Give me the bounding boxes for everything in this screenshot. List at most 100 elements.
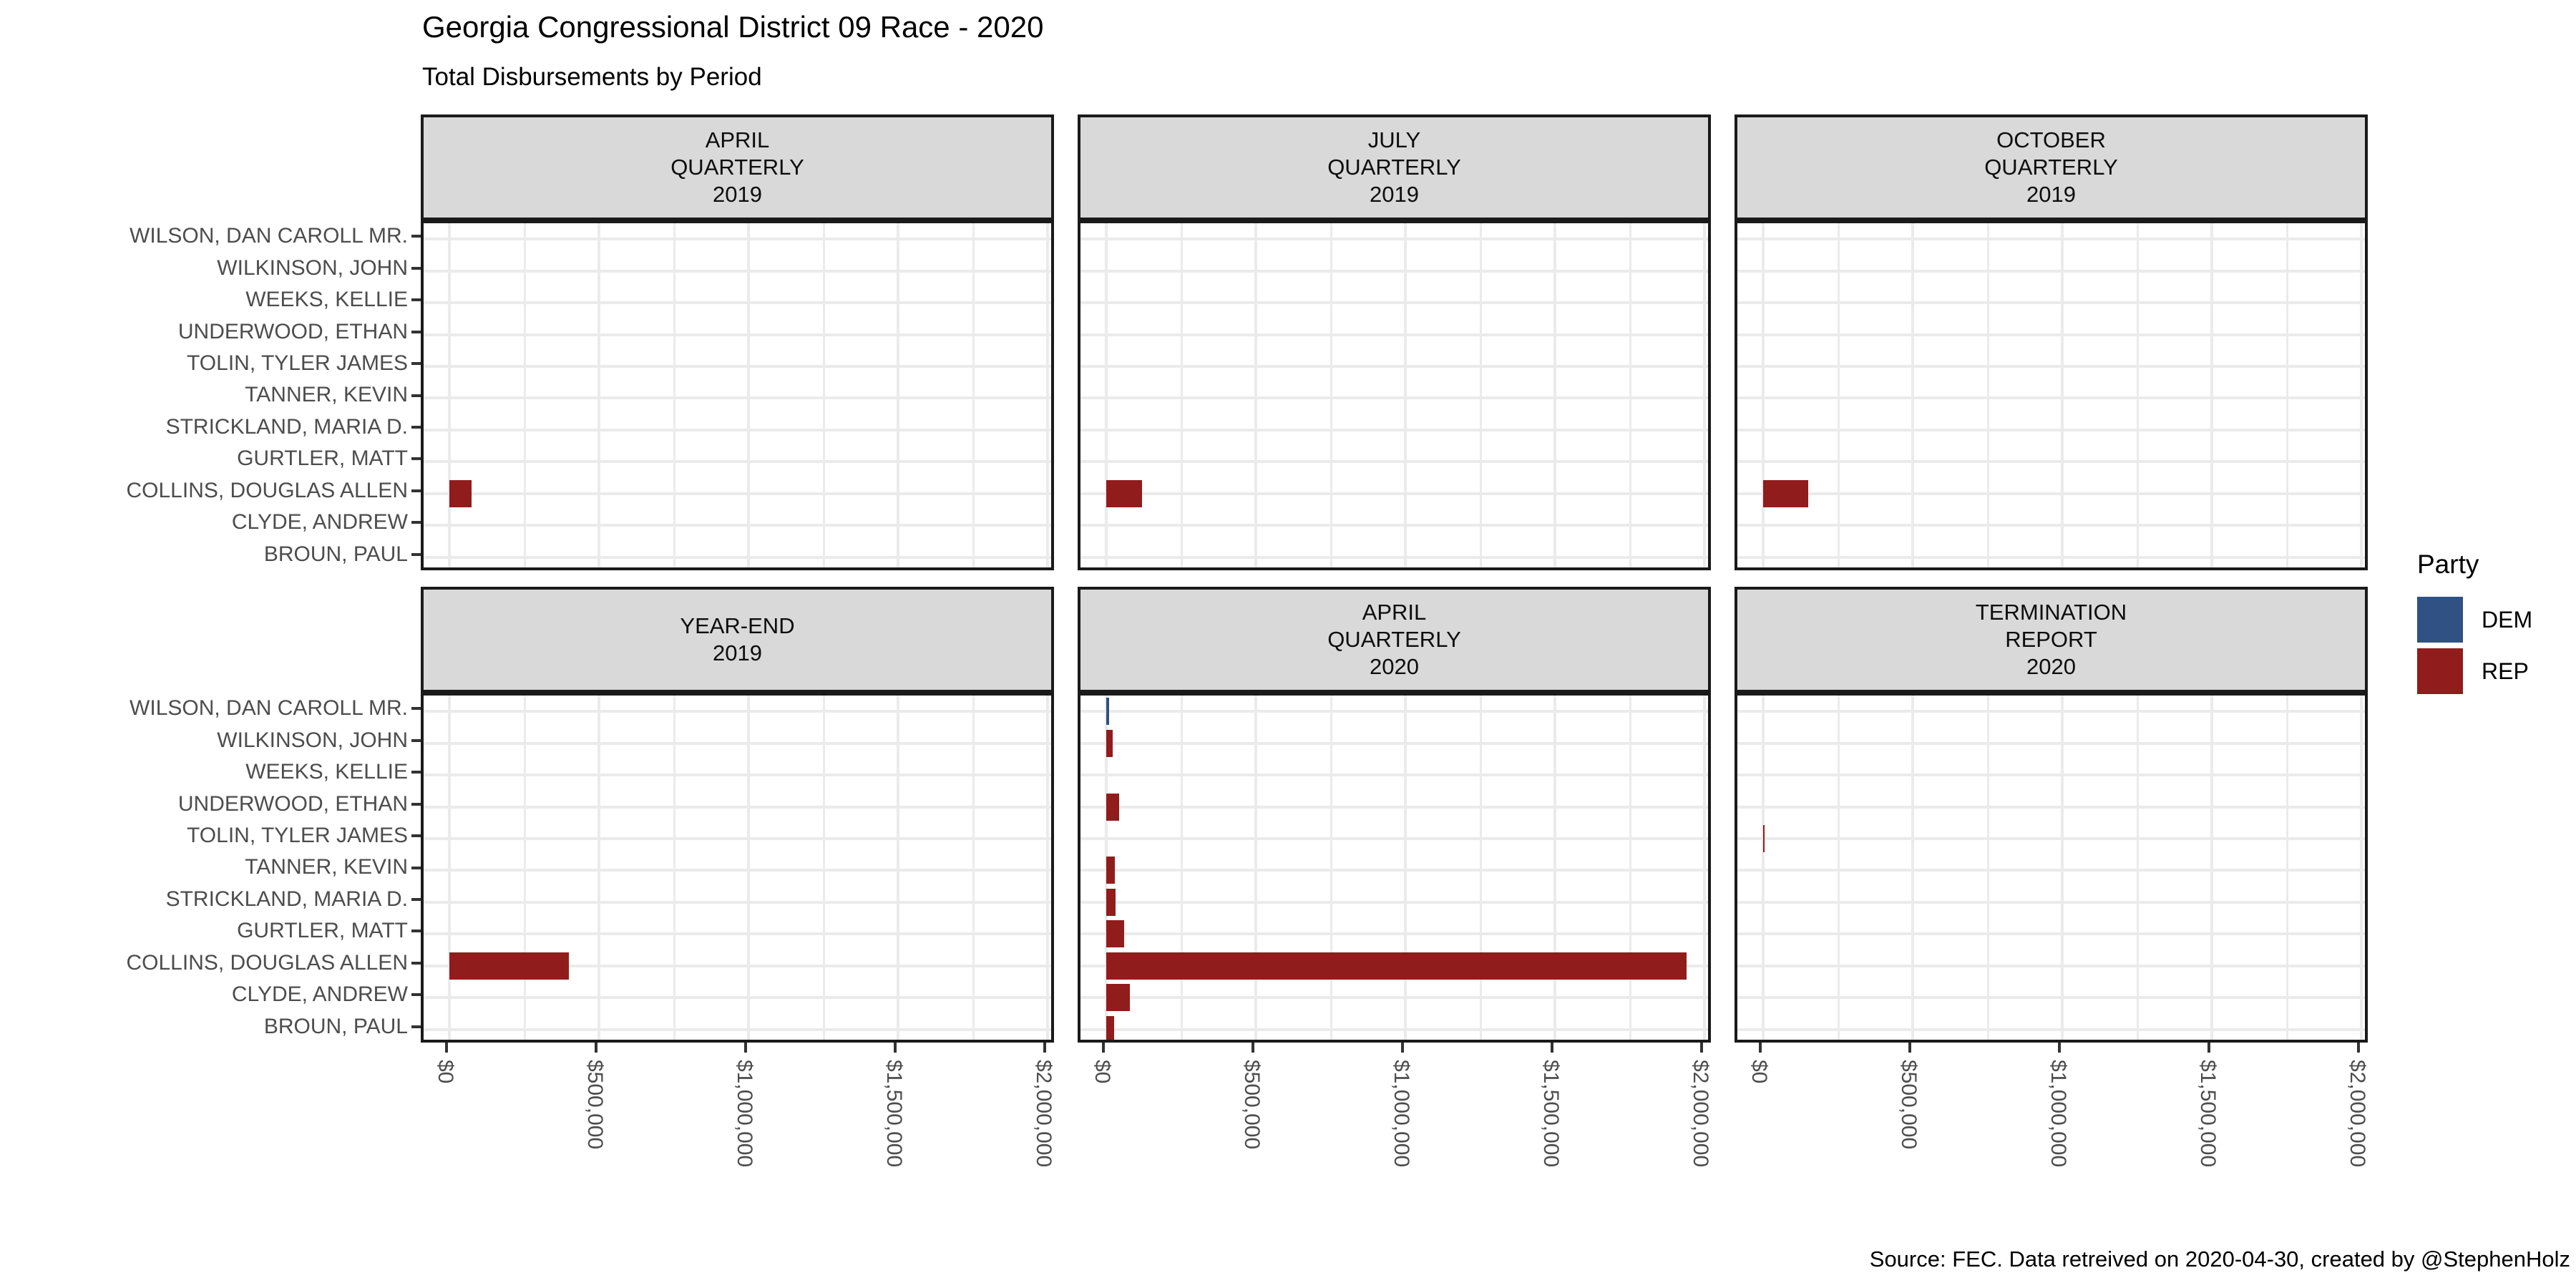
facet-strip: APRIL QUARTERLY 2020 bbox=[1078, 587, 1711, 693]
grid-minor-vline bbox=[1838, 223, 1840, 567]
grid-hline bbox=[424, 460, 1051, 463]
grid-minor-vline bbox=[524, 223, 526, 567]
grid-hline bbox=[1080, 492, 1708, 495]
disbursement-bar bbox=[1106, 889, 1116, 916]
y-axis-tick bbox=[411, 425, 421, 429]
x-axis-tick bbox=[1401, 1043, 1404, 1053]
x-axis-tick bbox=[445, 1043, 448, 1053]
y-axis-tick bbox=[411, 489, 421, 492]
grid-major-vline bbox=[1762, 696, 1765, 1040]
grid-hline bbox=[1737, 492, 2365, 495]
x-axis-tick bbox=[894, 1043, 897, 1053]
grid-hline bbox=[1080, 710, 1708, 713]
grid-hline bbox=[1080, 742, 1708, 745]
y-axis-label: WILSON, DAN CAROLL MR. bbox=[130, 696, 408, 721]
grid-minor-vline bbox=[823, 223, 825, 567]
facet-strip-label-line: 2019 bbox=[713, 182, 762, 207]
grid-major-vline bbox=[2061, 223, 2064, 567]
y-axis-label: WILKINSON, JOHN bbox=[217, 255, 408, 280]
facet-panel bbox=[421, 693, 1054, 1043]
facet-strip-label-line: REPORT bbox=[2005, 627, 2097, 652]
grid-minor-vline bbox=[1629, 223, 1631, 567]
legend-label: REP bbox=[2482, 658, 2529, 684]
facet-panel bbox=[421, 220, 1054, 570]
grid-minor-vline bbox=[2286, 696, 2288, 1040]
grid-major-vline bbox=[448, 223, 451, 567]
y-axis-label: UNDERWOOD, ETHAN bbox=[177, 319, 408, 343]
grid-hline bbox=[1737, 742, 2365, 745]
chart-title: Georgia Congressional District 09 Race -… bbox=[422, 10, 1044, 44]
grid-hline bbox=[1737, 429, 2365, 431]
grid-hline bbox=[1080, 806, 1708, 809]
grid-hline bbox=[1080, 524, 1708, 527]
grid-major-vline bbox=[1762, 223, 1765, 567]
legend-key-rep: REP bbox=[2417, 648, 2532, 694]
grid-minor-vline bbox=[1629, 696, 1631, 1040]
x-axis-tick bbox=[595, 1043, 597, 1053]
grid-hline bbox=[1737, 996, 2365, 999]
grid-hline bbox=[1080, 365, 1708, 368]
grid-hline bbox=[1080, 1028, 1708, 1031]
grid-hline bbox=[1080, 333, 1708, 336]
x-axis-tick-label: $1,000,000 bbox=[733, 1060, 756, 1168]
grid-major-vline bbox=[2061, 696, 2064, 1040]
legend-swatch-dem bbox=[2417, 597, 2463, 643]
grid-hline bbox=[1737, 837, 2365, 840]
grid-major-vline bbox=[1553, 223, 1556, 567]
x-axis-tick bbox=[1252, 1043, 1254, 1053]
x-axis-tick-label: $1,000,000 bbox=[1390, 1060, 1413, 1168]
facet-strip: APRIL QUARTERLY 2019 bbox=[421, 114, 1054, 220]
grid-major-vline bbox=[747, 223, 750, 567]
grid-hline bbox=[424, 1028, 1051, 1031]
y-axis-tick bbox=[411, 866, 421, 869]
facet-panel bbox=[1735, 693, 2368, 1043]
grid-hline bbox=[1737, 301, 2365, 304]
facet-strip: TERMINATION REPORT 2020 bbox=[1735, 587, 2368, 693]
facet-strip-label-line: 2020 bbox=[1370, 654, 1419, 679]
disbursement-bar bbox=[1106, 1016, 1114, 1040]
grid-hline bbox=[1737, 365, 2365, 368]
grid-hline bbox=[1080, 396, 1708, 399]
x-axis-tick bbox=[2357, 1043, 2360, 1053]
grid-major-vline bbox=[2210, 223, 2213, 567]
grid-hline bbox=[424, 238, 1051, 240]
x-axis-tick bbox=[744, 1043, 747, 1053]
grid-hline bbox=[424, 396, 1051, 399]
grid-major-vline bbox=[1254, 696, 1257, 1040]
grid-minor-vline bbox=[2137, 223, 2139, 567]
grid-major-vline bbox=[1105, 223, 1108, 567]
disbursement-bar bbox=[1106, 952, 1687, 980]
x-axis-tick bbox=[1551, 1043, 1553, 1053]
x-axis-tick bbox=[1759, 1043, 1762, 1053]
y-axis-tick bbox=[411, 834, 421, 838]
grid-minor-vline bbox=[1480, 696, 1482, 1040]
grid-hline bbox=[424, 806, 1051, 809]
y-axis-label: TOLIN, TYLER JAMES bbox=[187, 824, 408, 848]
grid-minor-vline bbox=[1181, 696, 1183, 1040]
y-axis-tick bbox=[411, 993, 421, 997]
grid-minor-vline bbox=[972, 223, 975, 567]
grid-major-vline bbox=[1254, 223, 1257, 567]
facet-strip-label-line: YEAR-END bbox=[680, 613, 795, 638]
grid-minor-vline bbox=[1330, 223, 1332, 567]
grid-major-vline bbox=[1911, 696, 1914, 1040]
grid-major-vline bbox=[1046, 696, 1049, 1040]
grid-hline bbox=[1737, 901, 2365, 904]
grid-minor-vline bbox=[673, 696, 675, 1040]
y-axis-tick bbox=[411, 802, 421, 806]
grid-hline bbox=[1737, 396, 2365, 399]
facet-strip-label-line: 2019 bbox=[1370, 182, 1419, 207]
grid-hline bbox=[1737, 270, 2365, 273]
grid-minor-vline bbox=[1330, 696, 1332, 1040]
disbursement-bar bbox=[1106, 794, 1119, 821]
facet-panel bbox=[1735, 220, 2368, 570]
grid-major-vline bbox=[897, 223, 899, 567]
grid-hline bbox=[424, 965, 1051, 967]
grid-major-vline bbox=[2360, 223, 2363, 567]
grid-major-vline bbox=[897, 696, 899, 1040]
grid-hline bbox=[1080, 270, 1708, 273]
grid-major-vline bbox=[597, 696, 600, 1040]
x-axis-tick bbox=[2207, 1043, 2210, 1053]
x-axis-tick-label: $1,500,000 bbox=[1539, 1060, 1563, 1168]
y-axis-label: COLLINS, DOUGLAS ALLEN bbox=[126, 478, 409, 502]
